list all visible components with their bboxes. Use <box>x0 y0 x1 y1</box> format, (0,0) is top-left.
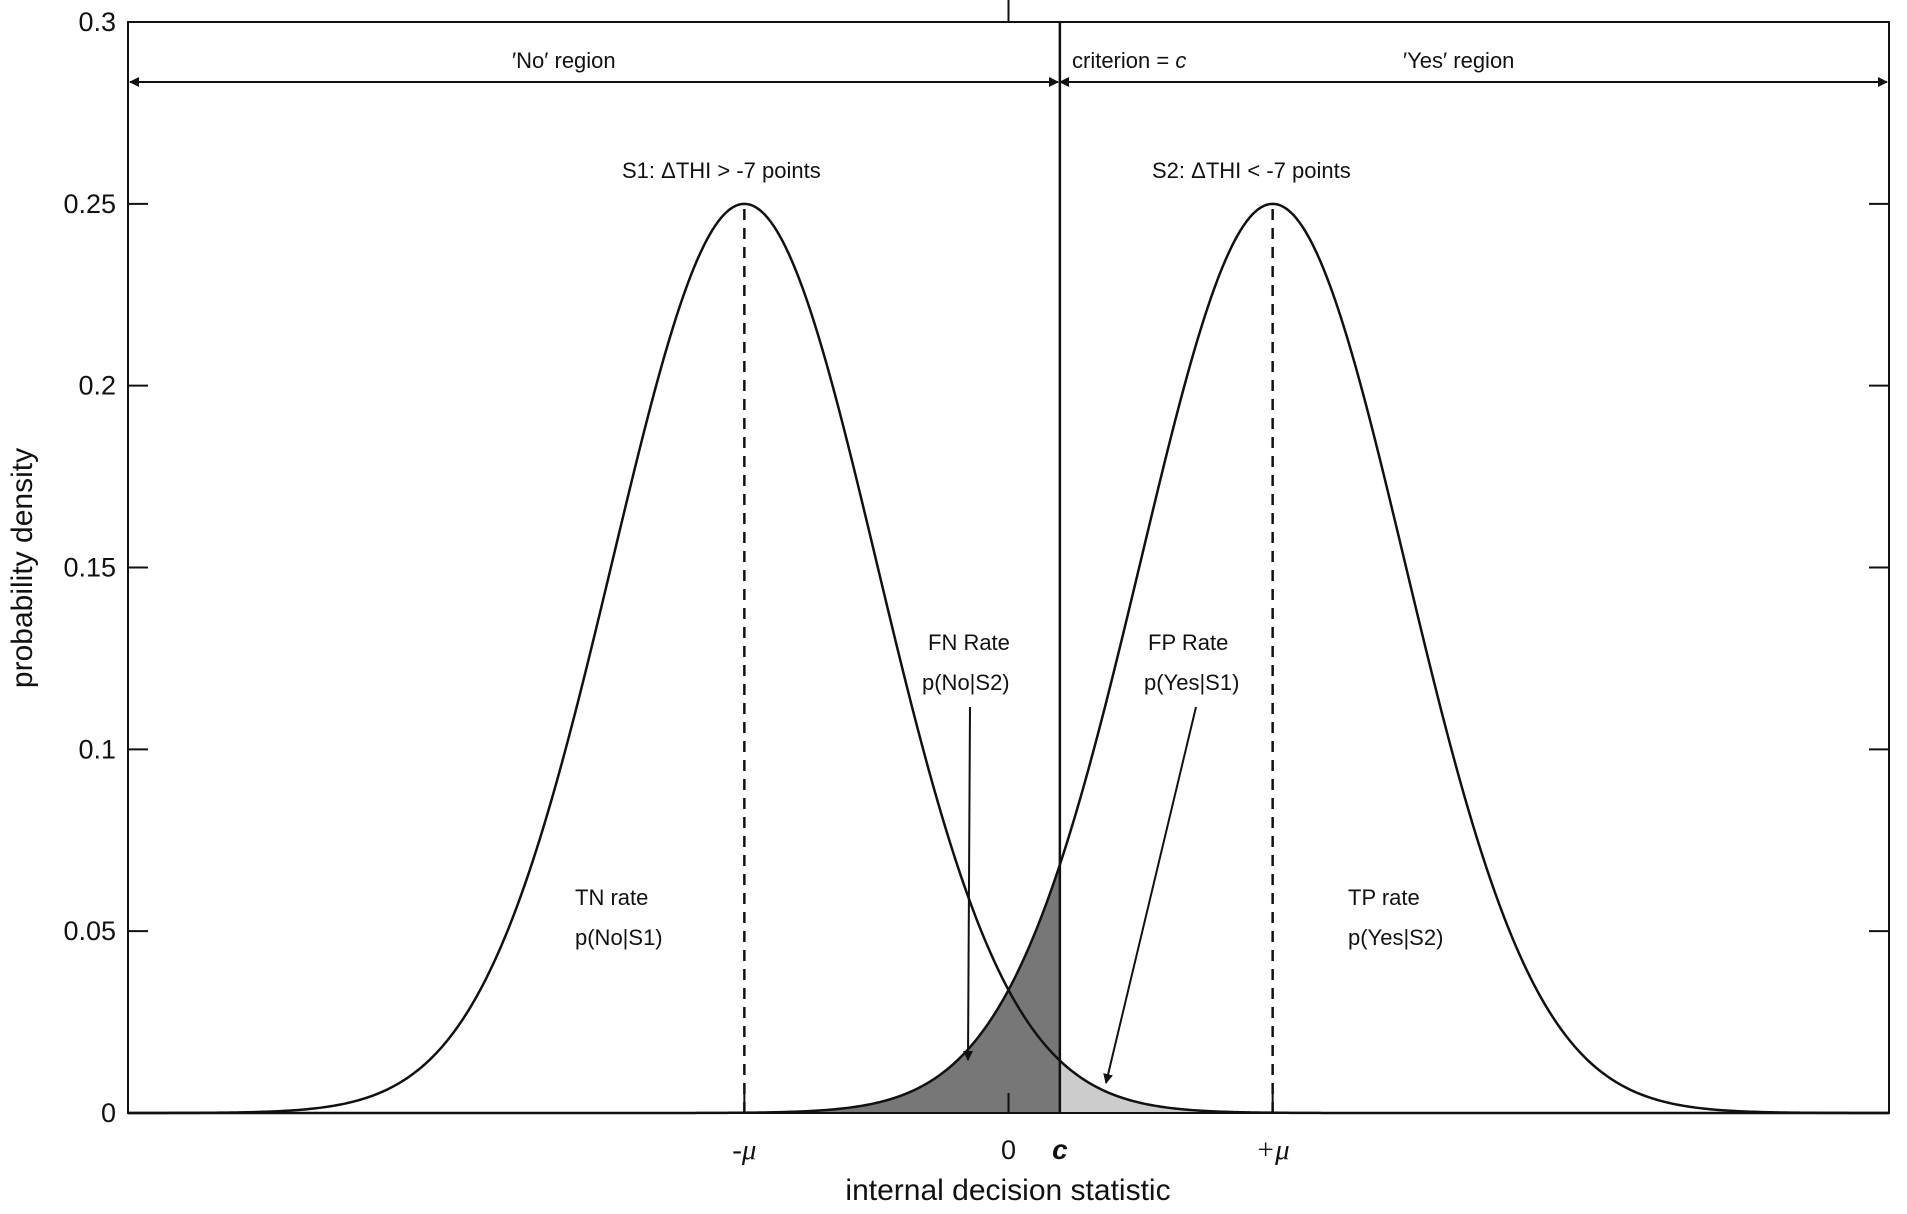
y-tick-label: 0.15 <box>63 553 116 583</box>
tn-rate-label: TN rate <box>575 885 648 910</box>
y-axis-title: probability density <box>6 448 39 688</box>
s1-label: S1: ΔTHI > -7 points <box>622 158 821 183</box>
shaded-regions <box>128 864 1889 1113</box>
y-tick-label: 0 <box>101 1098 116 1128</box>
s2-label: S2: ΔTHI < -7 points <box>1152 158 1351 183</box>
fp-rate-formula: p(Yes|S1) <box>1144 670 1239 695</box>
plot-frame <box>127 21 1890 1114</box>
yes-region-label: ′Yes′ region <box>1403 48 1514 73</box>
tp-rate-formula: p(Yes|S2) <box>1348 925 1443 950</box>
y-tick-label: 0.05 <box>63 916 116 946</box>
tp-rate-label: TP rate <box>1348 885 1420 910</box>
y-tick-label: 0.25 <box>63 189 116 219</box>
x-tick-label: +μ <box>1256 1134 1290 1166</box>
y-tick-label: 0.2 <box>78 371 116 401</box>
criterion-label: criterion = c <box>1072 48 1186 73</box>
y-tick-label: 0.3 <box>78 7 116 37</box>
fp-pointer-arrow <box>1103 706 1197 1084</box>
no-region-label: ′No′ region <box>512 48 616 73</box>
y-axis-ticks: 0 0.05 0.1 0.15 0.2 0.25 0.3 <box>63 7 1889 1128</box>
y-tick-label: 0.1 <box>78 734 116 764</box>
density-curve-s2 <box>128 202 1889 1115</box>
density-curves <box>128 202 1889 1115</box>
x-tick-label: -μ <box>732 1134 756 1166</box>
x-tick-label: 0 <box>1001 1135 1016 1165</box>
x-axis-ticks: -μ 0 c +μ <box>732 1093 1290 1166</box>
fp-rate-label: FP Rate <box>1148 630 1228 655</box>
tn-rate-formula: p(No|S1) <box>575 925 663 950</box>
density-curve-s1 <box>128 202 1889 1115</box>
fp-area <box>1059 1060 1889 1113</box>
guide-lines <box>743 0 1274 1113</box>
fn-pointer-arrow <box>963 706 974 1061</box>
x-axis-title: internal decision statistic <box>845 1174 1170 1207</box>
fn-area <box>128 864 1060 1113</box>
fn-rate-label: FN Rate <box>928 630 1010 655</box>
fn-rate-formula: p(No|S2) <box>922 670 1010 695</box>
x-tick-label: c <box>1052 1134 1068 1165</box>
